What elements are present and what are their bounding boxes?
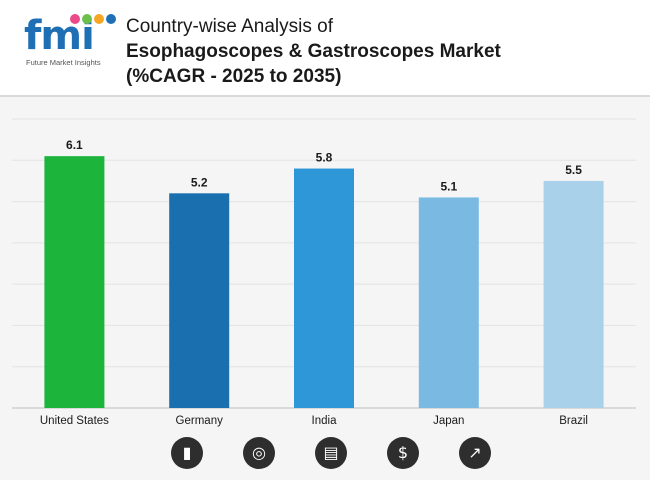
dollar-icon: $: [387, 437, 419, 469]
logo-dots: [68, 14, 128, 28]
header-divider: [0, 95, 650, 97]
data-label: 6.1: [66, 138, 83, 152]
x-tick-label: Brazil: [559, 415, 588, 427]
footer-icon-row: ▮ ◎ ▤ $ ↗: [0, 437, 650, 471]
title-line-2: Esophagoscopes & Gastroscopes Market: [126, 41, 501, 62]
chart-area: 6.1 United States 5.2 Germany 5.8 India 5.1 Jap…: [0, 97, 650, 480]
logo-dot-orange: [94, 14, 104, 24]
logo-dot-blue: [106, 14, 116, 24]
trend-chart-icon: ↗: [459, 437, 491, 469]
analytics-circle-icon: ◎: [243, 437, 275, 469]
bar-chart: 6.1 United States 5.2 Germany 5.8 India 5.1 Jap…: [12, 118, 636, 427]
fmi-logo: fmi Future Market Insights: [24, 14, 116, 74]
bar-japan: [418, 197, 479, 408]
logo-dot-green: [82, 14, 92, 24]
x-tick-label: Germany: [176, 415, 224, 427]
x-tick-label: Japan: [433, 415, 464, 427]
data-label: 5.2: [191, 175, 208, 189]
x-tick-label: India: [312, 415, 338, 427]
page-title: Country-wise Analysis of Esophagoscopes …: [126, 14, 626, 89]
bar-germany: [169, 193, 230, 408]
report-document-icon: ▤: [315, 437, 347, 469]
bar-india: [294, 168, 354, 408]
bar-brazil: [543, 180, 604, 408]
bar-growth-icon: ▮: [171, 437, 203, 469]
title-line-3: (%CAGR - 2025 to 2035): [126, 66, 342, 87]
logo-dot-pink: [70, 14, 80, 24]
logo-tagline: Future Market Insights: [26, 58, 101, 67]
data-label: 5.8: [316, 151, 333, 165]
data-label: 5.5: [565, 163, 582, 177]
bar-united-states: [44, 156, 105, 408]
title-line-1: Country-wise Analysis of: [126, 16, 333, 37]
data-label: 5.1: [440, 179, 457, 193]
x-tick-label: United States: [40, 415, 109, 427]
header: fmi Future Market Insights Country-wise …: [0, 0, 650, 96]
